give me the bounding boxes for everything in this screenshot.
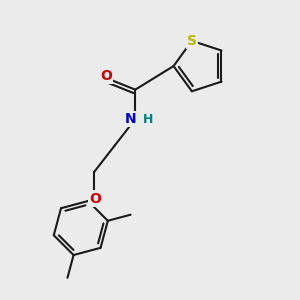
Text: N: N: [125, 112, 137, 126]
Text: S: S: [187, 34, 197, 48]
Text: H: H: [142, 112, 153, 126]
Text: O: O: [90, 192, 101, 206]
Text: O: O: [100, 68, 112, 83]
